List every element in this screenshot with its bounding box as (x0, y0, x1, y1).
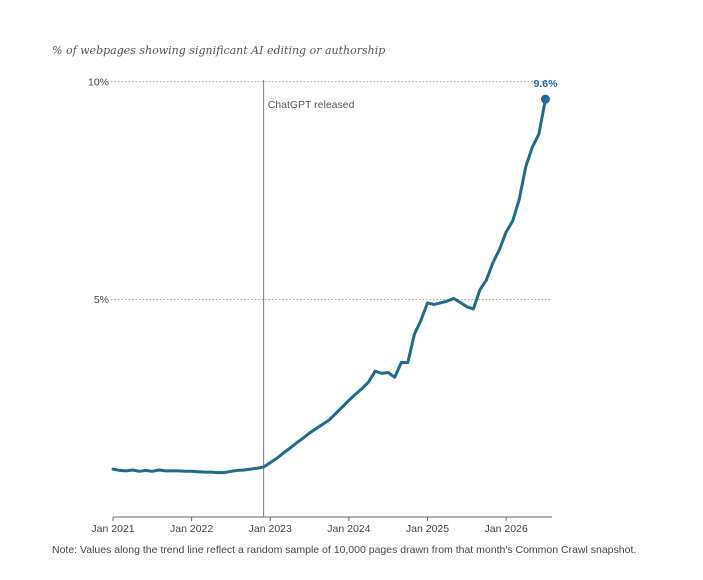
end-point-marker (540, 94, 550, 104)
y-tick-label: 10% (88, 76, 109, 88)
x-tick-label: Jan 2022 (170, 523, 213, 535)
series-line (111, 97, 547, 475)
chart-note: Note: Values along the trend line reflec… (52, 544, 636, 556)
x-tick-label: Jan 2021 (91, 523, 134, 535)
end-value-label: 9.6% (533, 78, 558, 90)
annotation: ChatGPT released (263, 80, 355, 517)
gridlines: 10% 5% (88, 76, 552, 306)
labels: 9.6% (533, 78, 558, 90)
series-layer (111, 94, 550, 475)
annotation-label: ChatGPT released (268, 99, 355, 111)
chart-subtitle: % of webpages showing significant AI edi… (52, 44, 385, 57)
x-tick-label: Jan 2023 (249, 523, 292, 535)
x-axis: Jan 2021 Jan 2022 Jan 2023 Jan 2024 Jan 2025… (91, 516, 552, 535)
x-tick-label: Jan 2024 (327, 523, 370, 535)
y-tick-label: 5% (94, 294, 109, 306)
x-tick-label: Jan 2025 (406, 523, 449, 535)
x-tick-label: Jan 2026 (485, 523, 528, 535)
